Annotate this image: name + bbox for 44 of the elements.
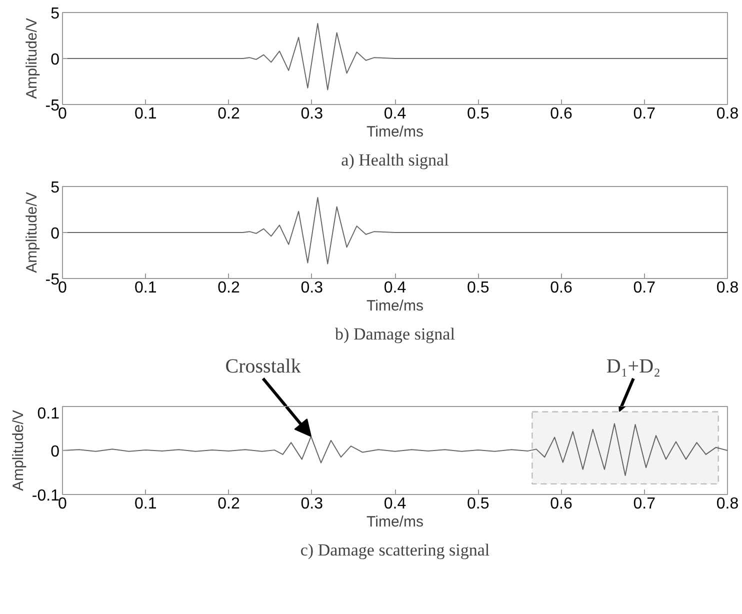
y-tick-label: 5 (50, 180, 60, 196)
x-tick-label: 0.6 (550, 496, 572, 512)
text: c) Damage scattering signal (300, 540, 490, 560)
x-tick-label: 0.6 (550, 280, 572, 296)
annotation: D₁+D₂ (606, 356, 661, 378)
x-tick-label: 0.5 (467, 280, 490, 296)
x-axis-title: Time/ms (366, 514, 424, 530)
x-tick-label: 0.2 (218, 106, 240, 122)
y-tick-label: 0 (50, 52, 60, 68)
x-tick-label: 0.2 (218, 280, 240, 296)
x-tick-label: 0.5 (467, 106, 490, 122)
x-tick-label: 0.1 (134, 280, 157, 296)
y-axis-title: Amplitude/V (23, 18, 40, 99)
x-tick-label: 0.3 (300, 280, 324, 296)
x-tick-label: 0.1 (134, 106, 157, 122)
y-axis-title: Amplitude/V (10, 410, 27, 491)
y-tick-label: 0 (50, 226, 60, 242)
y-tick-label: -0.1 (32, 488, 60, 504)
y-tick-label: -5 (45, 98, 60, 114)
x-axis-title: Time/ms (366, 124, 424, 140)
x-tick-label: 0.8 (716, 106, 739, 122)
x-tick-label: 0.8 (716, 280, 739, 296)
y-tick-label: 5 (50, 6, 60, 22)
y-axis-title: Amplitude/V (23, 192, 40, 273)
x-tick-label: 0.5 (467, 496, 490, 512)
x-axis-title: Time/ms (366, 298, 424, 314)
annotation: Crosstalk (225, 356, 301, 378)
y-tick-label: 0 (50, 444, 60, 460)
x-tick-label: 0.1 (134, 496, 157, 512)
x-tick-label: 0.4 (384, 280, 406, 296)
y-tick-label: 0.1 (37, 406, 60, 422)
x-tick-label: 0.7 (633, 280, 656, 296)
x-tick-label: 0.8 (716, 496, 739, 512)
x-tick-label: 0.3 (300, 496, 324, 512)
x-tick-label: 0.7 (633, 106, 656, 122)
x-tick-label: 0.2 (218, 496, 240, 512)
text: b) Damage signal (335, 324, 456, 344)
x-tick-label: 0.4 (384, 106, 406, 122)
x-tick-label: 0.3 (300, 106, 324, 122)
y-tick-label: -5 (45, 272, 60, 288)
x-tick-label: 0.4 (384, 496, 406, 512)
x-tick-label: 0.6 (550, 106, 572, 122)
text: a) Health signal (341, 150, 450, 170)
x-tick-label: 0.7 (633, 496, 656, 512)
